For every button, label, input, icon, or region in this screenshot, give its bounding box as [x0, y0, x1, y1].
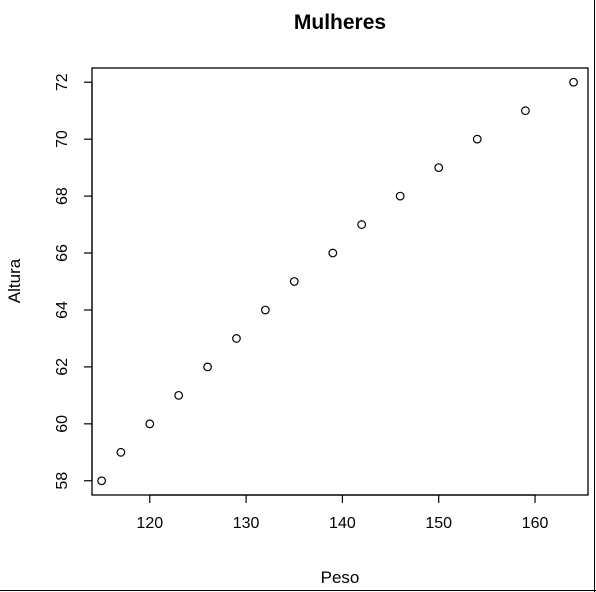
y-axis: 58 60 62 64 66 68 70 72 [54, 73, 93, 490]
y-tick-label: 70 [54, 130, 71, 148]
data-point [203, 362, 212, 372]
plot-frame [91, 67, 589, 496]
data-point [97, 476, 107, 486]
data-points [97, 77, 578, 486]
y-tick-label: 58 [54, 472, 71, 490]
chart-title: Mulheres [294, 11, 386, 34]
y-tick-label: 62 [54, 358, 71, 376]
y-tick-label: 66 [54, 244, 71, 262]
data-point [328, 248, 338, 258]
x-tick-label: 130 [233, 515, 260, 532]
data-point [289, 277, 299, 286]
data-point [145, 419, 155, 429]
data-point [174, 390, 184, 400]
y-axis-label: Altura [5, 258, 24, 303]
x-tick-label: 140 [329, 515, 356, 532]
x-axis-label: Peso [321, 568, 360, 587]
x-tick-label: 120 [136, 515, 163, 532]
data-point [357, 220, 367, 229]
x-tick-label: 160 [522, 515, 549, 532]
y-tick-label: 64 [54, 301, 71, 319]
y-tick-label: 60 [54, 415, 71, 433]
data-point [395, 191, 405, 201]
data-point [260, 305, 270, 315]
data-point [116, 447, 126, 457]
data-point [434, 163, 444, 173]
data-point [472, 134, 482, 144]
y-tick-label: 68 [54, 187, 71, 205]
data-point [569, 77, 578, 87]
x-tick-label: 150 [425, 515, 452, 532]
data-point [520, 106, 530, 116]
x-axis: 120 130 140 150 160 [136, 494, 549, 532]
data-point [232, 334, 241, 343]
y-tick-label: 72 [54, 73, 71, 91]
